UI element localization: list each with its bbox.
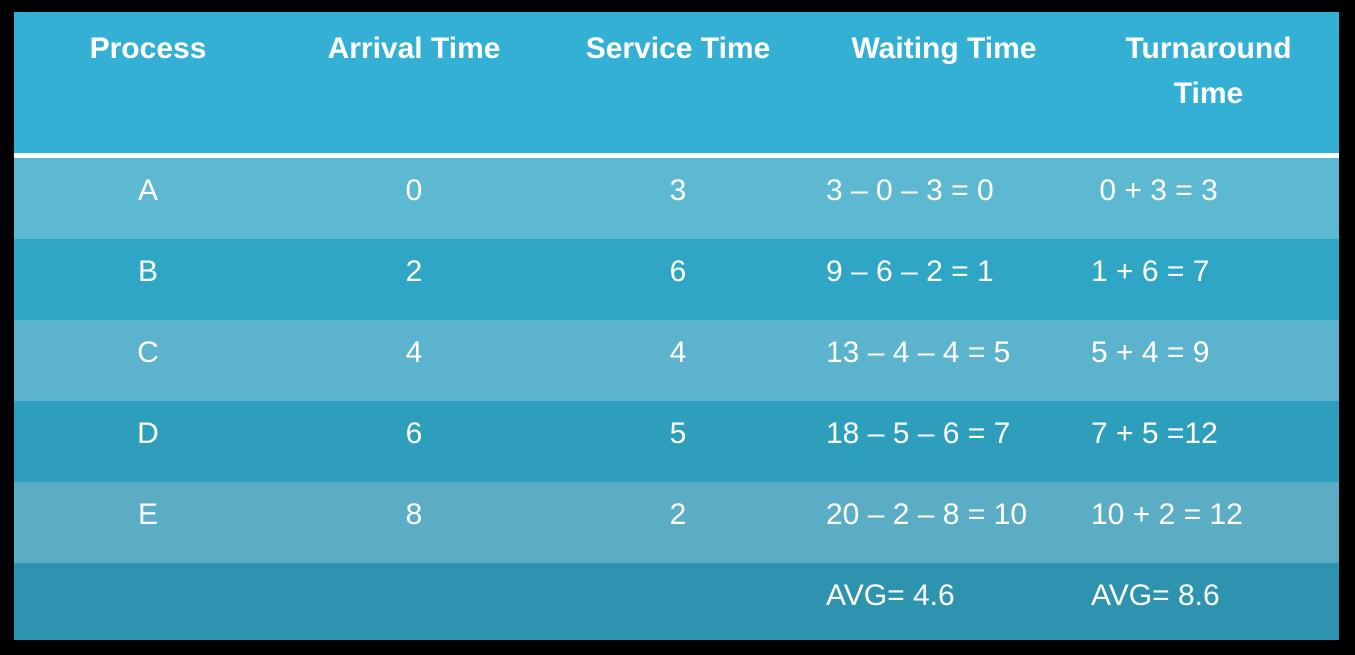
cell-arrival: 8 [405, 498, 423, 531]
table-row: E 8 2 20 – 2 – 8 = 10 10 + 2 = 12 [14, 482, 1339, 563]
header-process: Process [89, 32, 207, 65]
header-waiting-time: Waiting Time [851, 32, 1037, 65]
cell-arrival: 2 [405, 255, 423, 288]
cell-turnaround: 1 + 6 = 7 [1091, 255, 1210, 288]
cell-process: D [137, 417, 159, 450]
average-row: AVG= 4.6 AVG= 8.6 [14, 563, 1339, 640]
cell-process: E [137, 498, 158, 531]
cell-arrival: 4 [405, 336, 423, 369]
header-turnaround-line2: Time [1173, 77, 1244, 110]
table-row: C 4 4 13 – 4 – 4 = 5 5 + 4 = 9 [14, 320, 1339, 401]
cell-waiting: 9 – 6 – 2 = 1 [826, 255, 994, 288]
average-turnaround: AVG= 8.6 [1091, 579, 1220, 612]
cell-arrival: 0 [405, 174, 423, 207]
cell-process: B [137, 255, 158, 288]
cell-waiting: 18 – 5 – 6 = 7 [826, 417, 1011, 450]
cell-turnaround: 0 + 3 = 3 [1091, 174, 1218, 207]
cell-waiting: 3 – 0 – 3 = 0 [826, 174, 994, 207]
table-header: Process Arrival Time Service Time Waitin… [14, 12, 1339, 153]
table-row: A 0 3 3 – 0 – 3 = 0 0 + 3 = 3 [14, 158, 1339, 239]
scheduling-table: Process Arrival Time Service Time Waitin… [14, 12, 1339, 640]
cell-waiting: 13 – 4 – 4 = 5 [826, 336, 1011, 369]
cell-service: 5 [669, 417, 687, 450]
cell-arrival: 6 [405, 417, 423, 450]
cell-service: 3 [669, 174, 687, 207]
cell-service: 6 [669, 255, 687, 288]
header-turnaround-time: Turnaround Time [1078, 12, 1339, 116]
cell-turnaround: 5 + 4 = 9 [1091, 336, 1210, 369]
table-row: B 2 6 9 – 6 – 2 = 1 1 + 6 = 7 [14, 239, 1339, 320]
cell-process: C [137, 336, 159, 369]
header-turnaround-line1: Turnaround [1125, 32, 1292, 65]
cell-service: 4 [669, 336, 687, 369]
table-row: D 6 5 18 – 5 – 6 = 7 7 + 5 =12 [14, 401, 1339, 482]
header-service-time: Service Time [585, 32, 771, 65]
cell-turnaround: 10 + 2 = 12 [1091, 498, 1243, 531]
cell-turnaround: 7 + 5 =12 [1091, 417, 1218, 450]
header-arrival-time: Arrival Time [327, 32, 501, 65]
average-waiting: AVG= 4.6 [826, 579, 955, 612]
cell-waiting: 20 – 2 – 8 = 10 [826, 498, 1028, 531]
cell-service: 2 [669, 498, 687, 531]
cell-process: A [137, 174, 158, 207]
header-divider [14, 153, 1339, 158]
